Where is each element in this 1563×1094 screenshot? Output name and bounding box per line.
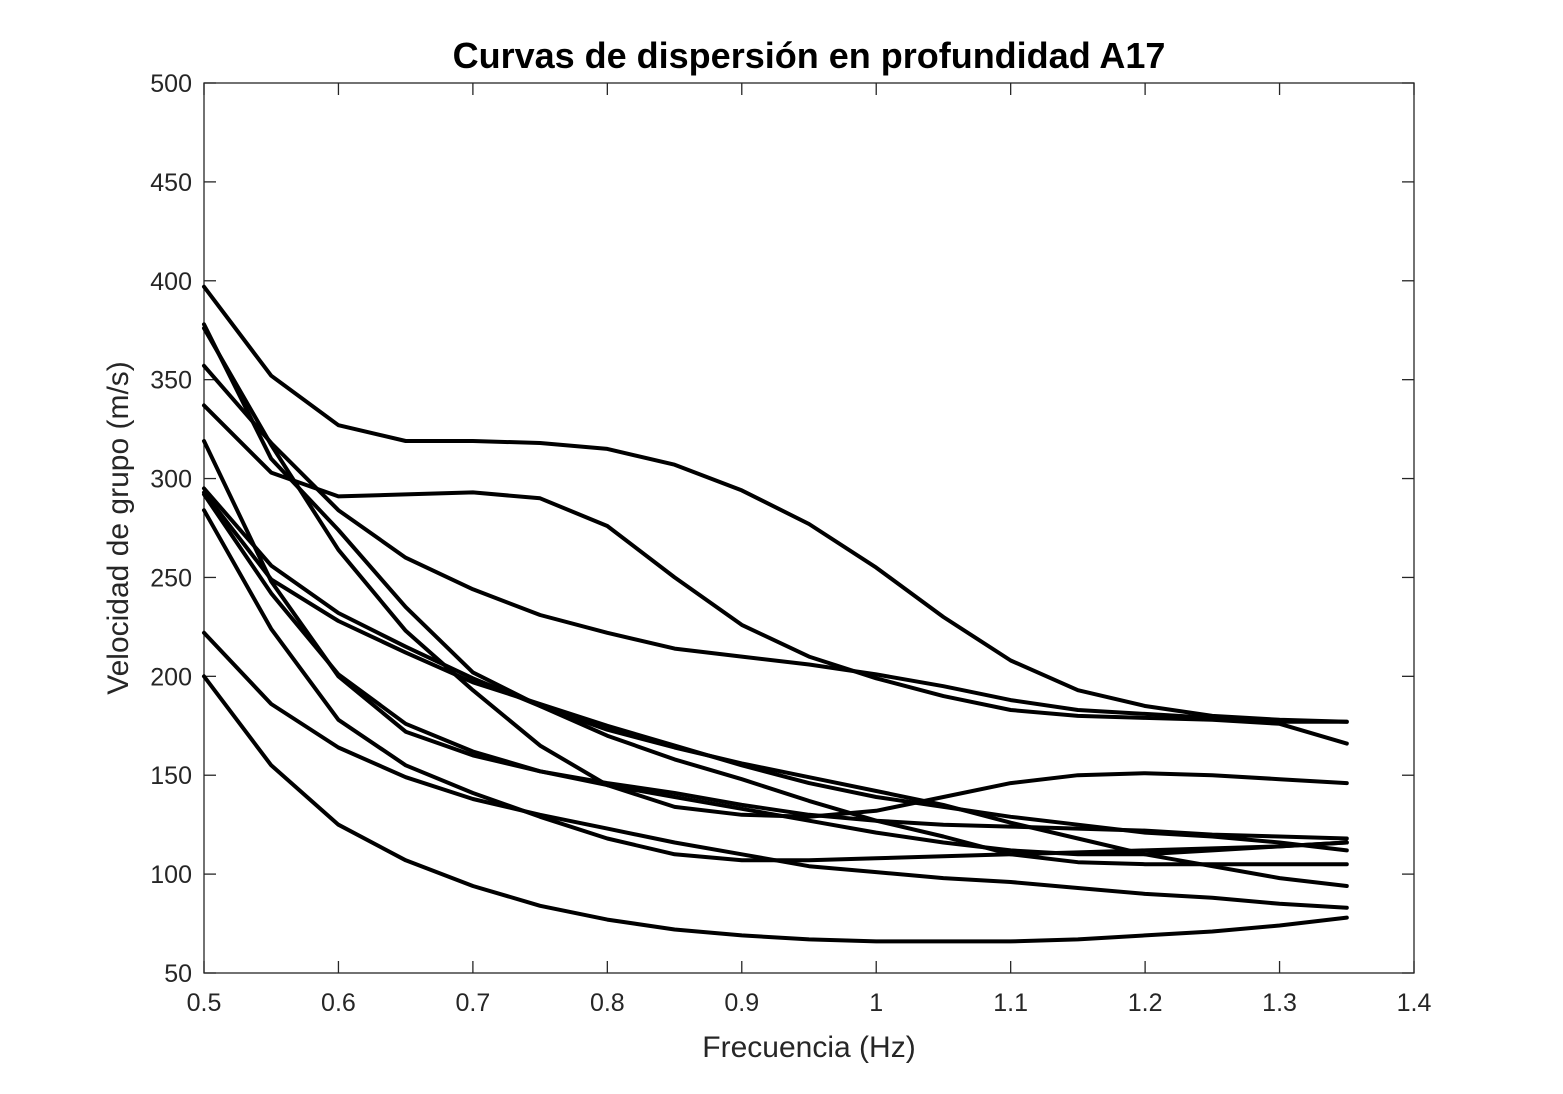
x-tick-label: 1.1: [993, 989, 1028, 1017]
y-tick-label: 500: [150, 70, 192, 98]
y-tick-label: 400: [150, 268, 192, 296]
plot-area: [203, 82, 1415, 974]
y-tick-label: 150: [150, 762, 192, 790]
y-tick-label: 100: [150, 861, 192, 889]
x-tick-labels: 0.5 0.6 0.7 0.8 0.9 1 1.1 1.2 1.3 1.4: [187, 989, 1432, 1017]
x-tick-label: 1.2: [1128, 989, 1163, 1017]
x-tick-label: 1.4: [1397, 989, 1432, 1017]
y-tick-label: 450: [150, 169, 192, 197]
series-line-1: [202, 284, 1349, 724]
series-line-5: [202, 322, 1349, 867]
y-tick-labels: 50 100 150 200 250 300 350 400 450 500: [150, 70, 192, 988]
x-tick-label: 0.6: [321, 989, 356, 1017]
chart-title: Curvas de dispersión en profundidad A17: [453, 35, 1166, 76]
series-line-12: [202, 674, 1349, 944]
x-tick-label: 1.3: [1262, 989, 1297, 1017]
x-axis-label: Frecuencia (Hz): [702, 1031, 915, 1064]
series-line-3: [202, 363, 1349, 724]
axis-ticks: [203, 82, 1415, 974]
series-line-8: [202, 490, 1349, 853]
y-tick-label: 50: [164, 960, 192, 988]
y-tick-label: 350: [150, 367, 192, 395]
x-tick-label: 0.8: [590, 989, 625, 1017]
series-line-11: [202, 630, 1349, 910]
y-tick-label: 300: [150, 466, 192, 494]
y-axis-label: Velocidad de grupo (m/s): [102, 361, 135, 695]
x-tick-label: 0.7: [456, 989, 491, 1017]
series-lines: [202, 284, 1349, 944]
series-line-7: [202, 486, 1349, 888]
x-tick-label: 1: [869, 989, 883, 1017]
x-tick-label: 0.5: [187, 989, 222, 1017]
y-tick-label: 200: [150, 663, 192, 691]
series-line-2: [202, 403, 1349, 746]
y-tick-label: 250: [150, 564, 192, 592]
series-line-9: [202, 492, 1349, 857]
x-tick-label: 0.9: [724, 989, 759, 1017]
